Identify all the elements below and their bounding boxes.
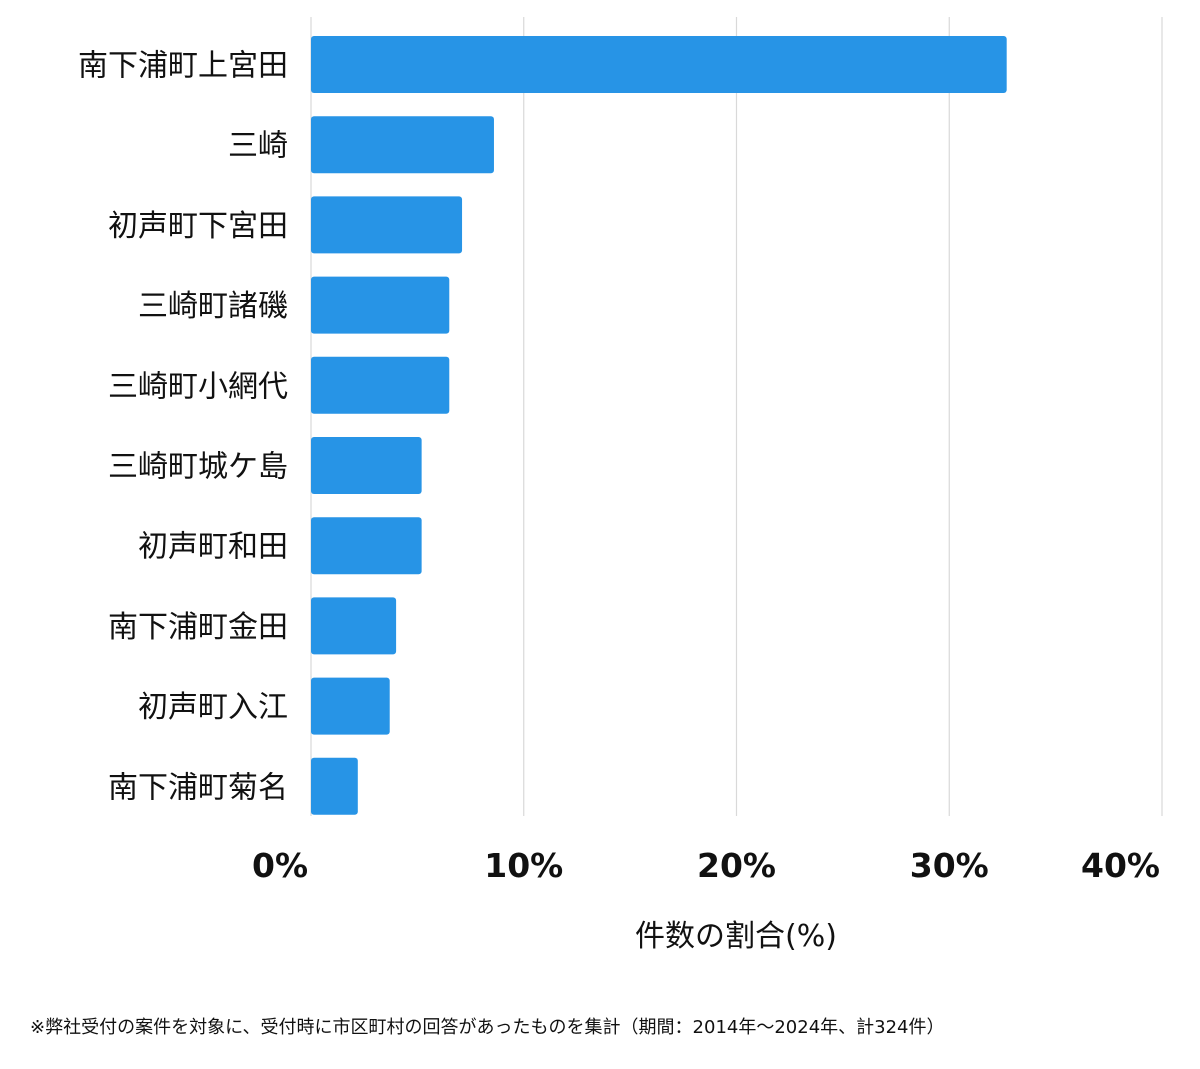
x-tick-label: 10%: [484, 846, 563, 885]
bar: [311, 116, 494, 174]
bar: [311, 757, 358, 815]
x-tick-label: 20%: [697, 846, 776, 885]
footnote: ※弊社受付の案件を対象に、受付時に市区町村の回答があったものを集計（期間：201…: [30, 1017, 945, 1038]
bar-chart: 南下浦町上宮田三崎初声町下宮田三崎町諸磯三崎町小網代三崎町城ケ島初声町和田南下浦…: [78, 17, 1163, 954]
category-label: 初声町和田: [138, 530, 288, 565]
bar: [311, 517, 422, 575]
category-label: 初声町下宮田: [108, 209, 288, 244]
bar: [311, 196, 463, 254]
bar: [311, 276, 450, 334]
category-label: 南下浦町金田: [108, 610, 288, 645]
x-tick-label: 40%: [1081, 846, 1160, 885]
category-label: 三崎町小網代: [108, 369, 288, 404]
x-tick-labels: 0% 10% 20% 30% 40%: [252, 846, 1160, 885]
category-label: 三崎町城ケ島: [108, 450, 288, 485]
bar: [311, 437, 422, 494]
category-labels: 南下浦町上宮田三崎初声町下宮田三崎町諸磯三崎町小網代三崎町城ケ島初声町和田南下浦…: [78, 49, 288, 806]
category-label: 三崎: [228, 129, 288, 164]
x-axis-title: 件数の割合(%): [635, 919, 837, 954]
x-tick-label: 30%: [910, 846, 989, 885]
bar: [311, 677, 390, 735]
category-label: 南下浦町菊名: [108, 770, 288, 805]
category-label: 三崎町諸磯: [138, 289, 288, 324]
x-tick-label: 0%: [252, 846, 308, 885]
category-label: 南下浦町上宮田: [78, 49, 288, 84]
bar: [311, 597, 397, 655]
bar: [311, 36, 1007, 93]
category-label: 初声町入江: [138, 690, 288, 725]
bar: [311, 356, 450, 414]
bars: [311, 36, 1007, 815]
